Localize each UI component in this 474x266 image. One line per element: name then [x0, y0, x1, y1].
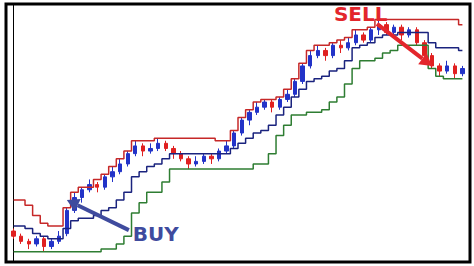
svg-text:SELL: SELL [334, 2, 388, 26]
svg-text:BUY: BUY [133, 222, 179, 246]
